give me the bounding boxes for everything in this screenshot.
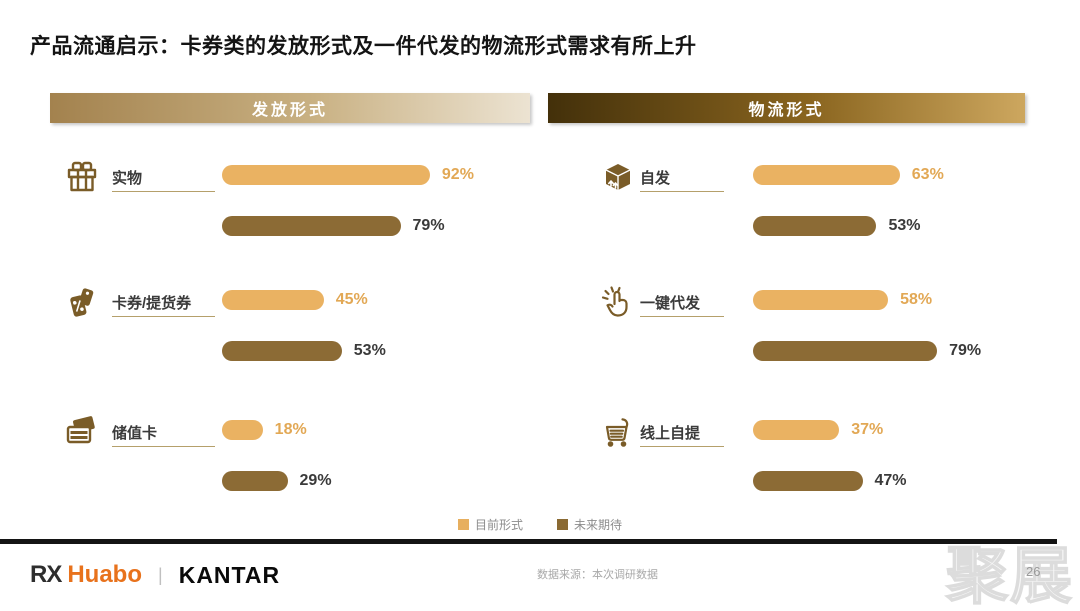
huabo-logo: Huabo xyxy=(67,561,143,588)
bar-current: 18% xyxy=(222,420,307,440)
kantar-logo: KANTAR xyxy=(178,561,281,588)
logo-separator: | xyxy=(158,564,163,585)
data-source-note: 数据来源：本次调研数据 xyxy=(537,569,658,581)
category-label-wrap: 实物 xyxy=(112,167,215,192)
category-label: 线上自提 xyxy=(640,425,701,442)
package-icon xyxy=(605,164,631,190)
bar-future: 29% xyxy=(222,471,332,491)
bar-current: 37% xyxy=(753,420,883,440)
bar-track-future: 79% xyxy=(753,341,986,361)
panel-header-logistics: 物流形式 xyxy=(548,93,1025,123)
value-label-future: 53% xyxy=(888,217,921,234)
value-label-future: 79% xyxy=(412,217,445,234)
category-label: 卡券/提货券 xyxy=(112,295,192,312)
panel-logistics-form: 物流形式 自发 63% 53% 一键代发 58% xyxy=(548,93,1025,523)
legend-swatch-current xyxy=(457,519,469,530)
row-one-click-dropship: 一键代发 58% 79% xyxy=(548,286,1025,390)
row-card-coupon: 卡券/提货券 45% 53% xyxy=(50,288,530,390)
value-label-current: 92% xyxy=(441,166,474,183)
page-number: 26 xyxy=(1026,564,1041,579)
bar-future: 47% xyxy=(753,471,907,491)
category-label-wrap: 储值卡 xyxy=(112,422,215,447)
value-label-current: 45% xyxy=(335,291,368,308)
legend-label-future: 未来期待 xyxy=(574,518,623,532)
category-label: 自发 xyxy=(640,170,671,187)
category-label-wrap: 一键代发 xyxy=(640,292,724,317)
cart-icon xyxy=(605,418,629,447)
bar-future: 79% xyxy=(753,341,981,361)
bar-current: 63% xyxy=(753,165,944,185)
category-label: 储值卡 xyxy=(112,425,158,442)
bar-track-current: 63% xyxy=(753,165,986,185)
category-label-wrap: 卡券/提货券 xyxy=(112,292,215,317)
bar-current: 45% xyxy=(222,290,368,310)
panel-header-distribution: 发放形式 xyxy=(50,93,530,123)
bar-current: 58% xyxy=(753,290,932,310)
bar-track-current: 37% xyxy=(753,420,986,440)
bar-track-future: 53% xyxy=(222,341,448,361)
bar-track-future: 79% xyxy=(222,216,448,236)
value-label-future: 29% xyxy=(299,472,332,489)
category-label: 一键代发 xyxy=(640,295,701,312)
row-physical-goods: 实物 92% 79% xyxy=(50,161,530,265)
legend-label-current: 目前形式 xyxy=(474,518,523,532)
footer-logos: RX Huabo | KANTAR xyxy=(30,560,280,590)
legend-item-future: 未来期待 xyxy=(557,516,622,533)
bar-track-current: 92% xyxy=(222,165,474,185)
rx-logo: RX xyxy=(30,561,62,588)
watermark: 聚展 xyxy=(945,542,1075,611)
bar-track-future: 47% xyxy=(753,471,986,491)
category-label-wrap: 自发 xyxy=(640,167,724,192)
row-self-delivery: 自发 63% 53% xyxy=(548,164,1025,265)
legend: 目前形式 未来期待 xyxy=(0,516,1080,533)
value-label-current: 63% xyxy=(911,166,944,183)
value-label-future: 53% xyxy=(353,342,386,359)
value-label-future: 47% xyxy=(874,472,907,489)
click-icon xyxy=(601,286,628,317)
page-title: 产品流通启示：卡券类的发放形式及一件代发的物流形式需求有所上升 xyxy=(30,35,697,58)
legend-item-current: 目前形式 xyxy=(457,516,523,533)
bar-future: 53% xyxy=(222,341,386,361)
value-label-current: 58% xyxy=(900,291,933,308)
value-label-current: 18% xyxy=(274,421,307,438)
legend-swatch-future xyxy=(557,519,568,530)
bar-future: 79% xyxy=(222,216,445,236)
value-label-current: 37% xyxy=(851,421,884,438)
gift-icon xyxy=(67,161,97,192)
bar-track-current: 18% xyxy=(222,420,448,440)
bar-current: 92% xyxy=(222,165,474,185)
row-stored-value-card: 储值卡 18% 29% xyxy=(50,416,530,520)
row-online-pickup: 线上自提 37% 47% xyxy=(548,418,1025,520)
bar-track-current: 45% xyxy=(222,290,448,310)
bar-track-future: 53% xyxy=(753,216,986,236)
panel-distribution-form: 发放形式 实物 92% 79% xyxy=(50,93,530,523)
coupon-icon xyxy=(70,288,94,317)
stored-value-card-icon xyxy=(66,416,95,444)
value-label-future: 79% xyxy=(949,342,982,359)
bar-future: 53% xyxy=(753,216,921,236)
bar-track-future: 29% xyxy=(222,471,448,491)
footer-divider-line xyxy=(0,539,1057,544)
category-label-wrap: 线上自提 xyxy=(640,422,724,447)
category-label: 实物 xyxy=(112,170,143,187)
bar-track-current: 58% xyxy=(753,290,986,310)
